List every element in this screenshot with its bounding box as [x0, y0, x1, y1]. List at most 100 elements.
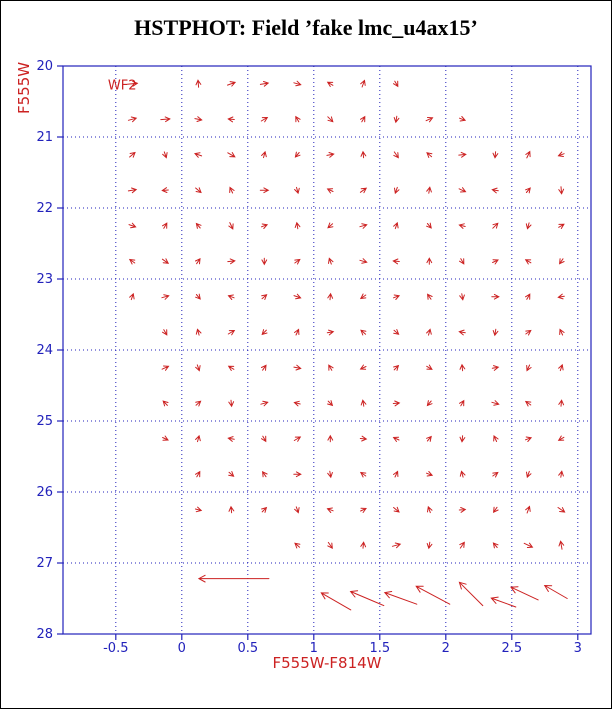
bias-vector-arrow [128, 222, 137, 229]
bias-vector-arrow [293, 364, 302, 371]
bias-vector-arrow [326, 152, 335, 158]
bias-vector-arrow [492, 151, 499, 159]
bias-vector-arrow [228, 471, 235, 477]
y-tick-label: 20 [36, 59, 53, 74]
bias-vector-arrow [320, 592, 352, 611]
bias-vector-arrow [127, 116, 138, 123]
x-tick-label: 1.5 [369, 641, 390, 656]
bias-vector-arrow [162, 329, 168, 336]
bias-vector-arrow [228, 505, 235, 514]
bias-vector-arrow [459, 399, 465, 407]
bias-vector-arrow [195, 187, 202, 194]
bias-vector-arrow [195, 470, 201, 478]
bias-vector-arrow [525, 187, 531, 194]
bias-vector-arrow [327, 116, 334, 123]
bias-vector-arrow [458, 187, 467, 193]
bias-vector-arrow [493, 435, 499, 442]
bias-vector-arrow [426, 364, 433, 370]
bias-vector-arrow [525, 150, 531, 159]
bias-vector-arrow [228, 399, 235, 408]
bias-vector-arrow [127, 187, 138, 194]
bias-vector-arrow [360, 507, 367, 513]
x-tick-label: 2 [442, 641, 450, 656]
bias-vector-arrow [360, 329, 367, 336]
y-tick-label: 28 [36, 627, 53, 642]
y-tick-label: 22 [36, 201, 53, 216]
bias-vector-arrow [128, 258, 136, 265]
bias-vector-arrow [195, 79, 202, 88]
bias-vector-arrow [327, 222, 334, 229]
vector-arrows [126, 79, 568, 611]
bias-vector-arrow [510, 586, 539, 601]
bias-vector-arrow [459, 435, 466, 443]
bias-vector-arrow [426, 222, 432, 229]
bias-vector-arrow [262, 470, 268, 478]
page-title: HSTPHOT: Field ’fake lmc_u4ax15’ [134, 15, 478, 40]
bias-vector-arrow [195, 434, 201, 443]
bias-vector-arrow [458, 507, 467, 513]
x-tick-label: 3 [574, 641, 582, 656]
bias-vector-arrow [227, 436, 235, 442]
bias-vector-arrow [393, 80, 399, 88]
bias-vector-arrow [293, 400, 301, 407]
bias-vector-arrow [261, 294, 268, 300]
bias-vector-arrow [194, 152, 203, 158]
bias-vector-arrow [425, 117, 434, 123]
bias-vector-arrow [195, 222, 202, 229]
bias-vector-arrow [383, 591, 418, 605]
bias-vector-arrow [160, 116, 171, 123]
bias-vector-arrow [328, 257, 334, 265]
bias-vector-arrow [426, 435, 432, 442]
bias-vector-arrow [295, 115, 301, 123]
bias-vector-arrow [359, 364, 367, 370]
bias-vector-arrow [228, 222, 234, 230]
bias-vector-arrow [162, 435, 169, 441]
bias-vector-arrow [559, 328, 565, 336]
bias-vector-arrow [359, 187, 368, 194]
bias-vector-arrow [360, 115, 366, 123]
bias-vector-arrow [490, 596, 517, 608]
bias-vector-arrow [360, 150, 367, 159]
bias-vector-arrow [227, 116, 235, 123]
bias-vector-arrow [557, 151, 565, 157]
bias-vector-arrow [558, 399, 565, 407]
bias-vector-arrow [392, 400, 401, 407]
bias-vector-arrow [392, 258, 400, 265]
bias-vector-arrow [491, 400, 500, 406]
bias-vector-arrow [327, 541, 333, 549]
bias-vector-arrow [327, 292, 334, 301]
bias-vector-arrow [394, 186, 400, 195]
bias-vector-arrow [393, 115, 400, 124]
bias-vector-arrow [195, 328, 202, 336]
bias-vector-arrow [492, 471, 499, 478]
bias-vector-arrow [525, 505, 531, 514]
bias-vector-arrow [326, 81, 334, 87]
bias-vector-arrow [523, 542, 534, 548]
bias-vector-arrow [525, 329, 532, 336]
bias-vector-arrow [259, 81, 270, 87]
bias-vector-arrow [227, 329, 236, 336]
bias-vector-arrow [359, 435, 368, 442]
bias-vector-arrow [162, 222, 168, 229]
bias-vector-arrow [360, 399, 367, 407]
bias-vector-arrow [293, 293, 302, 300]
bias-vector-arrow [294, 328, 300, 336]
bias-vector-arrow [493, 506, 499, 514]
bias-vector-arrow [557, 293, 565, 300]
bias-vector-arrow [525, 436, 533, 442]
axis-ticks [57, 65, 579, 640]
bias-vector-arrow [261, 223, 269, 229]
bias-vector-arrow [415, 585, 451, 605]
bias-vector-arrow [294, 258, 301, 265]
bias-vector-arrow [359, 293, 367, 300]
y-tick-label: 21 [36, 130, 53, 145]
bias-vector-arrow [427, 293, 433, 300]
bias-vector-arrow [360, 541, 367, 549]
bias-vector-arrow [162, 151, 168, 159]
bias-vector-arrow [260, 400, 269, 407]
x-tick-label: 2.5 [501, 641, 522, 656]
bias-vector-arrow [426, 471, 434, 477]
bias-vector-arrow [126, 80, 139, 87]
bias-vector-arrow [227, 81, 237, 87]
